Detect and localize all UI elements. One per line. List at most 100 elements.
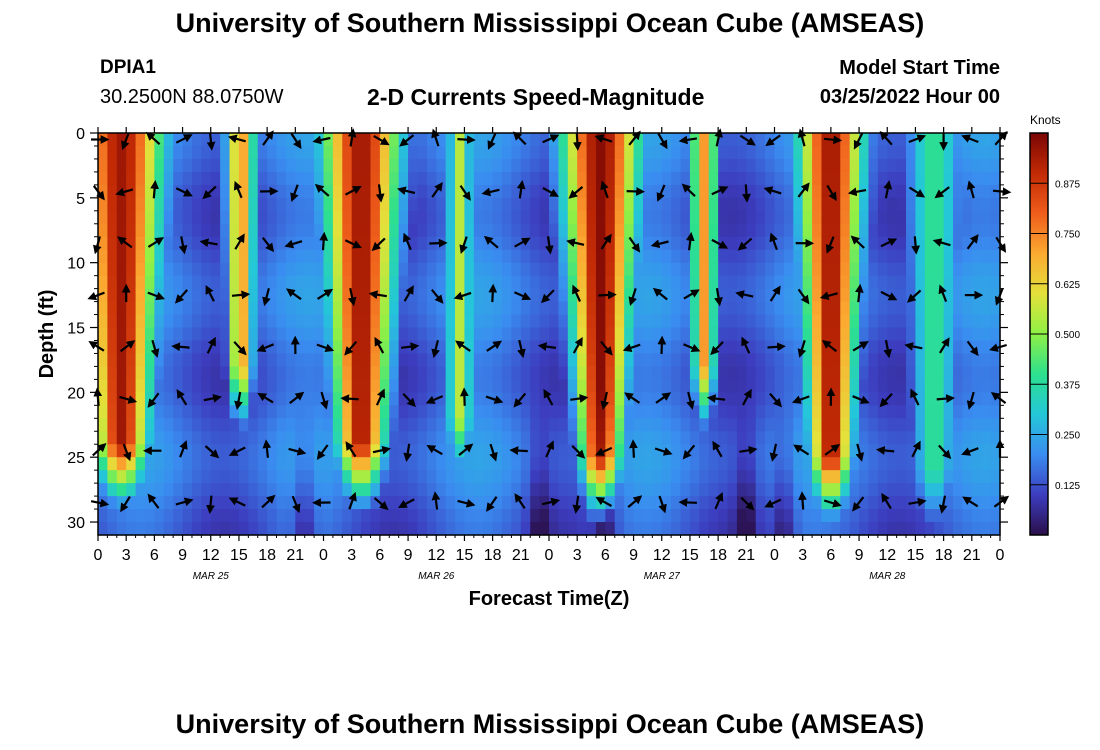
heatmap-cell xyxy=(802,340,813,355)
heatmap-cell xyxy=(783,184,794,199)
current-arrow xyxy=(572,495,582,514)
heatmap-cell xyxy=(220,522,231,536)
current-arrow xyxy=(545,236,554,255)
heatmap-cell xyxy=(154,301,165,316)
heatmap-cell xyxy=(267,457,278,471)
heatmap-cell xyxy=(201,522,212,536)
heatmap-cell xyxy=(201,275,212,290)
heatmap-cell xyxy=(624,262,635,277)
heatmap-cell xyxy=(191,366,202,380)
heatmap-cell xyxy=(642,145,653,160)
heatmap-cell xyxy=(173,457,184,471)
heatmap-cell xyxy=(163,366,174,380)
heatmap-cell xyxy=(520,457,531,471)
heatmap-cell xyxy=(342,431,353,445)
heatmap-cell xyxy=(971,275,982,290)
heatmap-cell xyxy=(436,327,447,342)
heatmap-cell xyxy=(295,249,306,264)
heatmap-cell xyxy=(370,496,381,510)
heatmap-cell xyxy=(314,236,325,251)
heatmap-cell xyxy=(962,366,973,380)
heatmap-cell xyxy=(840,418,851,432)
heatmap-cell xyxy=(671,522,682,536)
heatmap-cell xyxy=(642,171,653,186)
current-arrow xyxy=(486,340,503,352)
heatmap-cell xyxy=(342,301,353,316)
heatmap-cell xyxy=(633,223,644,238)
current-arrow xyxy=(735,290,754,299)
heatmap-cell xyxy=(520,210,531,225)
heatmap-cell xyxy=(896,171,907,186)
heatmap-cell xyxy=(455,522,466,536)
heatmap-cell xyxy=(201,483,212,497)
current-arrow xyxy=(345,441,357,458)
heatmap-cell xyxy=(389,496,400,510)
heatmap-cell xyxy=(473,197,484,212)
heatmap-cell xyxy=(727,133,738,147)
heatmap-cell xyxy=(483,145,494,160)
heatmap-cell xyxy=(783,145,794,160)
heatmap-cell xyxy=(135,158,146,173)
heatmap-cell xyxy=(210,158,221,173)
heatmap-cell xyxy=(924,236,935,251)
heatmap-cell xyxy=(417,262,428,277)
heatmap-cell xyxy=(502,340,513,355)
heatmap-cell xyxy=(483,158,494,173)
heatmap-cell xyxy=(276,210,287,225)
heatmap-cell xyxy=(408,379,419,393)
heatmap-cell xyxy=(924,405,935,419)
heatmap-cell xyxy=(492,133,503,147)
heatmap-cell xyxy=(586,314,597,329)
heatmap-cell xyxy=(990,431,1001,445)
heatmap-cell xyxy=(962,379,973,393)
heatmap-cell xyxy=(605,392,616,406)
heatmap-cell xyxy=(201,418,212,432)
current-arrow xyxy=(284,239,303,249)
heatmap-cell xyxy=(173,405,184,419)
heatmap-cell xyxy=(483,392,494,406)
heatmap-cell xyxy=(257,314,268,329)
heatmap-cell xyxy=(314,145,325,160)
heatmap-cell xyxy=(154,275,165,290)
current-arrow xyxy=(319,231,329,251)
heatmap-cell xyxy=(849,366,860,380)
heatmap-cell xyxy=(267,340,278,355)
heatmap-cell xyxy=(304,301,315,316)
heatmap-cell xyxy=(201,158,212,173)
heatmap-cell xyxy=(981,366,992,380)
heatmap-cell xyxy=(144,353,155,368)
current-arrow xyxy=(457,498,476,508)
heatmap-cell xyxy=(783,509,794,523)
heatmap-cell xyxy=(173,158,184,173)
heatmap-cell xyxy=(605,184,616,199)
heatmap-cell xyxy=(821,171,832,186)
heatmap-cell xyxy=(708,509,719,523)
heatmap-cell xyxy=(755,249,766,264)
heatmap-cell xyxy=(304,171,315,186)
heatmap-cell xyxy=(511,327,522,342)
heatmap-cell xyxy=(492,418,503,432)
heatmap-cell xyxy=(98,379,108,393)
heatmap-cell xyxy=(220,158,231,173)
heatmap-cell xyxy=(943,483,954,497)
heatmap-cell xyxy=(736,431,747,445)
heatmap-cell xyxy=(783,353,794,368)
heatmap-cell xyxy=(661,249,672,264)
heatmap-cell xyxy=(389,392,400,406)
heatmap-cell xyxy=(285,249,296,264)
heatmap-cell xyxy=(483,431,494,445)
heatmap-cell xyxy=(812,405,823,419)
heatmap-cell xyxy=(520,379,531,393)
heatmap-cell xyxy=(332,262,343,277)
heatmap-cell xyxy=(135,184,146,199)
heatmap-cell xyxy=(736,522,747,536)
heatmap-cell xyxy=(934,314,945,329)
heatmap-cell xyxy=(285,133,296,147)
heatmap-cell xyxy=(558,210,569,225)
heatmap-cell xyxy=(943,470,954,484)
heatmap-cell xyxy=(126,145,137,160)
heatmap-cell xyxy=(821,405,832,419)
station-id: DPIA1 xyxy=(100,57,156,78)
heatmap-cell xyxy=(915,379,926,393)
heatmap-cell xyxy=(830,158,841,173)
